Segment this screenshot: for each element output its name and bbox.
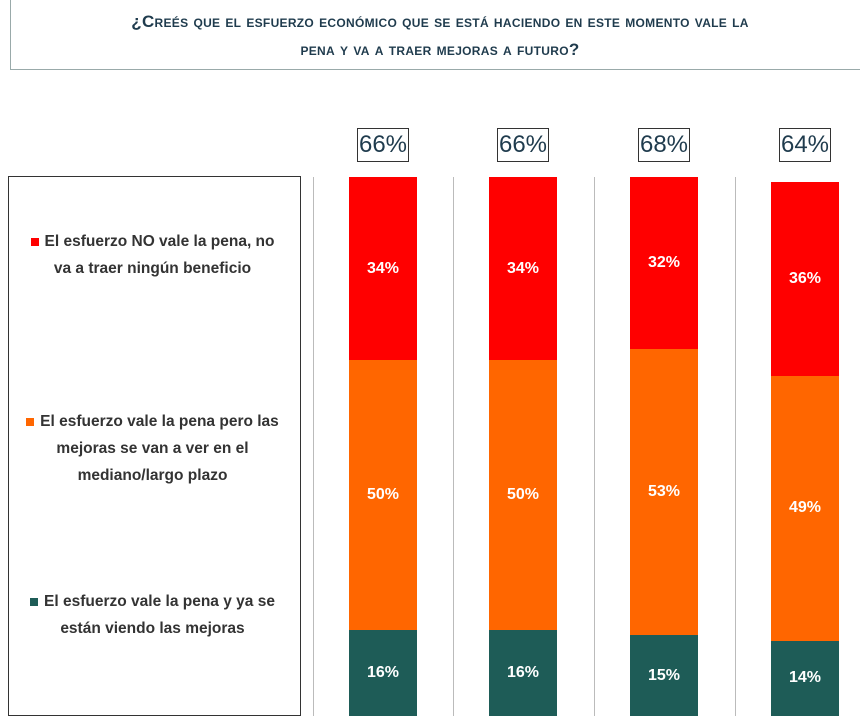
- bar-segment: [349, 177, 417, 361]
- bar-segment: [349, 360, 417, 630]
- title-box: [10, 0, 860, 70]
- legend-label: El esfuerzo vale la pena pero las mejora…: [40, 413, 279, 484]
- data-label: 34%: [506, 259, 540, 277]
- legend-marker: [30, 597, 39, 606]
- bar-segment: [771, 182, 839, 377]
- legend-marker: [30, 237, 39, 246]
- chart-title: ¿Creés que el esfuerzo económico que se …: [131, 12, 749, 59]
- legend-label: El esfuerzo NO vale la pena, no va a tra…: [44, 233, 275, 277]
- data-label: 49%: [788, 499, 822, 517]
- legend-marker: [26, 417, 35, 426]
- separator: [735, 177, 736, 716]
- data-label: 50%: [506, 486, 540, 503]
- data-label: 36%: [788, 270, 822, 288]
- bar-segment: [489, 177, 557, 361]
- legend-entry: El esfuerzo vale la pena pero las mejora…: [20, 408, 285, 489]
- legend: [8, 176, 301, 716]
- separator: [313, 177, 314, 716]
- bar-segment: [771, 640, 839, 716]
- bar-segment: [489, 629, 557, 716]
- bar-segment: [489, 360, 557, 630]
- data-label: 50%: [366, 486, 400, 503]
- data-label: 14%: [788, 669, 822, 687]
- data-label: 34%: [366, 259, 400, 277]
- legend-entry: El esfuerzo NO vale la pena, no va a tra…: [20, 228, 285, 282]
- bar-segment: [630, 177, 698, 350]
- bar-segment: [630, 349, 698, 636]
- legend-label: El esfuerzo vale la pena y ya se están v…: [44, 593, 275, 637]
- bar-segment: [349, 629, 417, 716]
- data-label: 15%: [647, 666, 681, 684]
- data-label: 53%: [647, 483, 681, 501]
- separator: [594, 177, 595, 716]
- bar-segment: [771, 376, 839, 641]
- total-label: 68%: [638, 128, 690, 162]
- data-label: 16%: [366, 663, 400, 681]
- data-label: 32%: [647, 254, 681, 272]
- bar-segment: [630, 635, 698, 716]
- data-label: 16%: [506, 663, 540, 681]
- total-label: 64%: [779, 128, 831, 162]
- legend-entry: El esfuerzo vale la pena y ya se están v…: [20, 588, 285, 642]
- separator: [453, 177, 454, 716]
- total-label: 66%: [497, 128, 549, 162]
- total-label: 66%: [357, 128, 409, 162]
